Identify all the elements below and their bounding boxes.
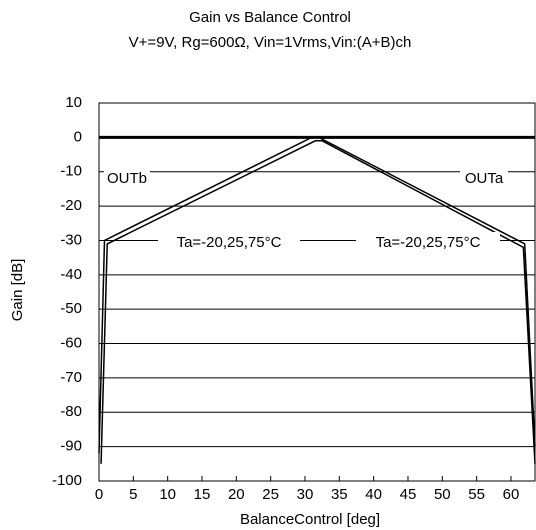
x-tick-label: 45 bbox=[400, 486, 417, 503]
y-axis-label: Gain [dB] bbox=[9, 259, 26, 322]
annotation-box bbox=[460, 168, 508, 190]
y-tick-label: -30 bbox=[60, 231, 82, 248]
y-tick-label: 10 bbox=[65, 94, 82, 111]
x-axis-label: BalanceControl [deg] bbox=[240, 511, 380, 528]
annotation: OUTb bbox=[107, 170, 147, 187]
y-tick-label: -80 bbox=[60, 403, 82, 420]
plot-area bbox=[98, 102, 536, 482]
y-tick-label: -60 bbox=[60, 335, 82, 352]
annotation: Ta=-20,25,75°C bbox=[177, 234, 282, 251]
line bbox=[100, 140, 536, 464]
annotation-box bbox=[356, 232, 500, 254]
y-tick-label: -10 bbox=[60, 163, 82, 180]
x-tick-label: 15 bbox=[194, 486, 211, 503]
y-tick-label: -70 bbox=[60, 369, 82, 386]
y-tick-label: -90 bbox=[60, 438, 82, 455]
chart-title: Gain vs Balance Control bbox=[189, 9, 351, 26]
line bbox=[98, 136, 536, 454]
x-tick-label: 10 bbox=[159, 486, 176, 503]
x-tick-label: 35 bbox=[331, 486, 348, 503]
y-tick-label: 0 bbox=[74, 128, 82, 145]
x-tick-label: 5 bbox=[129, 486, 137, 503]
x-tick-label: 50 bbox=[434, 486, 451, 503]
annotation: OUTa bbox=[465, 170, 504, 187]
x-tick-label: 30 bbox=[297, 486, 314, 503]
x-tick-label: 60 bbox=[503, 486, 520, 503]
x-tick-label: 0 bbox=[95, 486, 103, 503]
y-tick-label: -40 bbox=[60, 266, 82, 283]
x-tick-label: 20 bbox=[228, 486, 245, 503]
x-tick-label: 55 bbox=[468, 486, 485, 503]
x-tick-label: 25 bbox=[262, 486, 279, 503]
annotation-box bbox=[158, 232, 300, 254]
annotation: Ta=-20,25,75°C bbox=[376, 234, 481, 251]
x-tick-label: 40 bbox=[365, 486, 382, 503]
y-tick-label: -50 bbox=[60, 300, 82, 317]
chart-subtitle: V+=9V, Rg=600Ω, Vin=1Vrms,Vin:(A+B)ch bbox=[129, 34, 412, 51]
annotation-box bbox=[104, 168, 150, 190]
y-tick-label: -20 bbox=[60, 197, 82, 214]
y-tick-label: -100 bbox=[52, 472, 82, 489]
